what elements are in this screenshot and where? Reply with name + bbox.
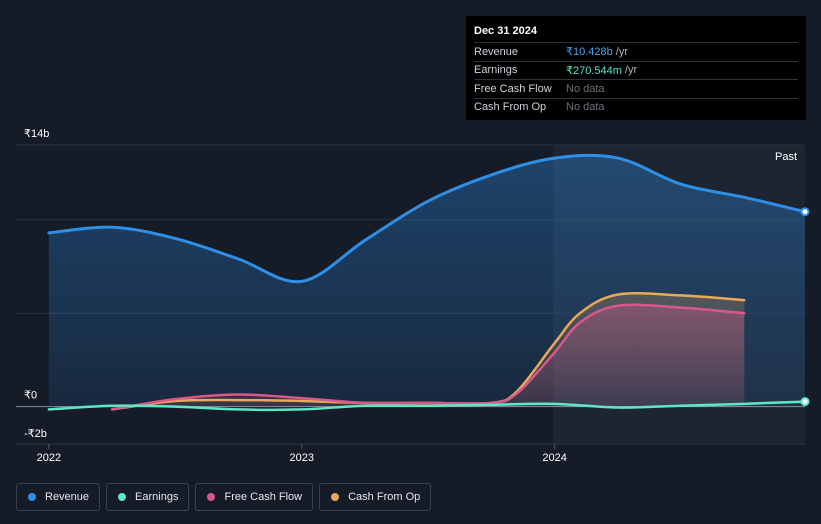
- y-tick-label: ₹14b: [24, 128, 49, 140]
- tooltip-label: Free Cash Flow: [474, 82, 552, 95]
- tooltip-value: No data: [566, 82, 605, 95]
- legend-label: Free Cash Flow: [224, 491, 303, 503]
- tooltip-label: Cash From Op: [474, 101, 547, 114]
- cash-from-op-dot-icon: [331, 493, 340, 501]
- tooltip-label: Earnings: [474, 64, 518, 77]
- legend-label: Revenue: [45, 491, 90, 503]
- tooltip-row-cash-from-op: Cash From Op No data: [474, 97, 798, 117]
- free-cash-flow-area: [112, 304, 745, 410]
- past-label: Past: [775, 151, 797, 163]
- legend-item-revenue[interactable]: Revenue: [16, 483, 101, 511]
- legend: Revenue Earnings Free Cash Flow Cash Fro…: [16, 483, 432, 511]
- earnings-end-point: [800, 397, 810, 407]
- tooltip-value: ₹270.544m: [566, 64, 622, 77]
- earnings-line: [47, 400, 807, 412]
- y-tick-label: -₹2b: [24, 428, 47, 440]
- x-tick-label: 2024: [542, 452, 566, 464]
- tooltip-date: Dec 31 2024: [474, 25, 537, 37]
- y-tick-label: ₹0: [24, 390, 37, 402]
- earnings-dot-icon: [118, 493, 127, 501]
- legend-item-cash-from-op[interactable]: Cash From Op: [319, 483, 432, 511]
- y-axis: ₹14b ₹0 -₹2b: [24, 128, 49, 440]
- tooltip-row-revenue: Revenue ₹10.428b /yr: [474, 42, 798, 61]
- tooltip-value: No data: [566, 101, 605, 114]
- series-lines: [47, 153, 807, 412]
- tooltip-row-earnings: Earnings ₹270.544m /yr: [474, 60, 798, 80]
- tooltip-value: ₹10.428b: [566, 46, 613, 59]
- series-markers: [800, 207, 810, 407]
- legend-label: Cash From Op: [348, 491, 421, 503]
- tooltip-unit: /yr: [624, 64, 638, 77]
- tooltip-unit: /yr: [615, 45, 628, 58]
- series-areas: [48, 155, 805, 410]
- tooltip-row-free-cash-flow: Free Cash Flow No data: [474, 79, 798, 98]
- revenue-end-point: [800, 207, 810, 217]
- legend-label: Earnings: [135, 491, 179, 503]
- x-tick-label: 2023: [290, 452, 314, 464]
- tooltip: Dec 31 2024 Revenue ₹10.428b /yr Earning…: [466, 16, 806, 120]
- revenue-line: [47, 153, 807, 284]
- free-cash-flow-line: [110, 303, 746, 411]
- x-tick-label: 2022: [37, 452, 61, 464]
- x-axis: 2022 2023 2024: [37, 444, 567, 464]
- revenue-dot-icon: [28, 493, 36, 501]
- legend-item-free-cash-flow[interactable]: Free Cash Flow: [195, 483, 314, 511]
- tooltip-label: Revenue: [474, 45, 519, 58]
- free-cash-flow-dot-icon: [207, 493, 216, 501]
- legend-item-earnings[interactable]: Earnings: [106, 483, 190, 511]
